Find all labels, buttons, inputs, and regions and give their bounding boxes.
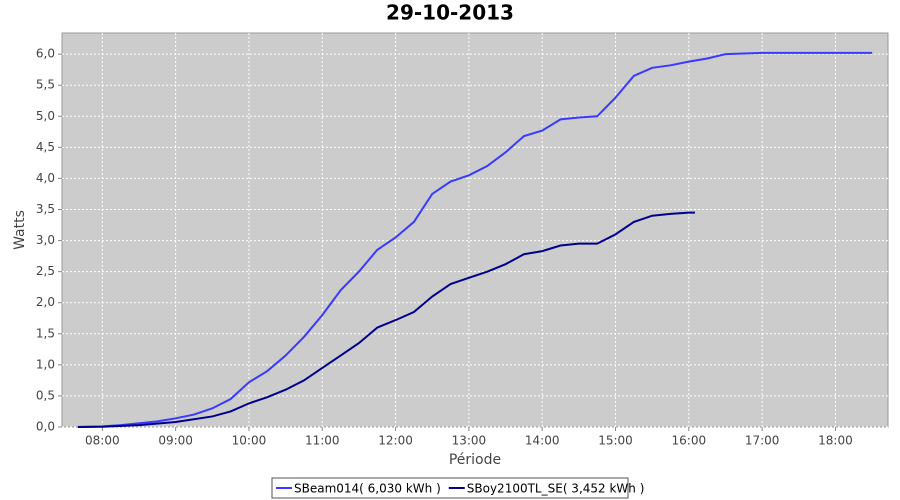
x-tick-label: 17:00 xyxy=(745,434,780,448)
x-axis-label: Période xyxy=(449,452,501,468)
series-line xyxy=(77,51,873,428)
y-tick-label: 3,5 xyxy=(36,202,55,216)
x-tick-label: 12:00 xyxy=(378,434,413,448)
x-tick-label: 16:00 xyxy=(672,434,707,448)
legend-label: SBoy2100TL_SE( 3,452 kWh ) xyxy=(467,482,645,496)
x-tick-label: 14:00 xyxy=(525,434,560,448)
legend-label: SBeam014( 6,030 kWh ) xyxy=(294,482,441,496)
y-tick-label: 3,0 xyxy=(36,233,55,247)
y-tick-label: 5,0 xyxy=(36,109,55,123)
x-tick-label: 13:00 xyxy=(452,434,487,448)
plot-area xyxy=(61,32,889,428)
x-tick-label: 10:00 xyxy=(232,434,267,448)
y-tick-label: 1,0 xyxy=(36,357,55,371)
y-axis-label: Watts xyxy=(12,210,28,250)
y-tick-label: 5,5 xyxy=(36,78,55,92)
x-tick-label: 11:00 xyxy=(305,434,340,448)
x-tick-label: 09:00 xyxy=(158,434,193,448)
series-line xyxy=(77,211,695,428)
y-tick-label: 0,0 xyxy=(36,420,55,434)
x-tick-label: 08:00 xyxy=(85,434,120,448)
y-tick-label: 2,5 xyxy=(36,264,55,278)
y-tick-label: 4,5 xyxy=(36,140,55,154)
y-tick-label: 6,0 xyxy=(36,47,55,61)
y-tick-label: 4,0 xyxy=(36,171,55,185)
y-tick-label: 1,5 xyxy=(36,326,55,340)
y-tick-label: 2,0 xyxy=(36,295,55,309)
x-tick-label: 18:00 xyxy=(818,434,853,448)
y-tick-label: 0,5 xyxy=(36,388,55,402)
chart-title: 29-10-2013 xyxy=(386,1,514,25)
x-tick-label: 15:00 xyxy=(598,434,633,448)
